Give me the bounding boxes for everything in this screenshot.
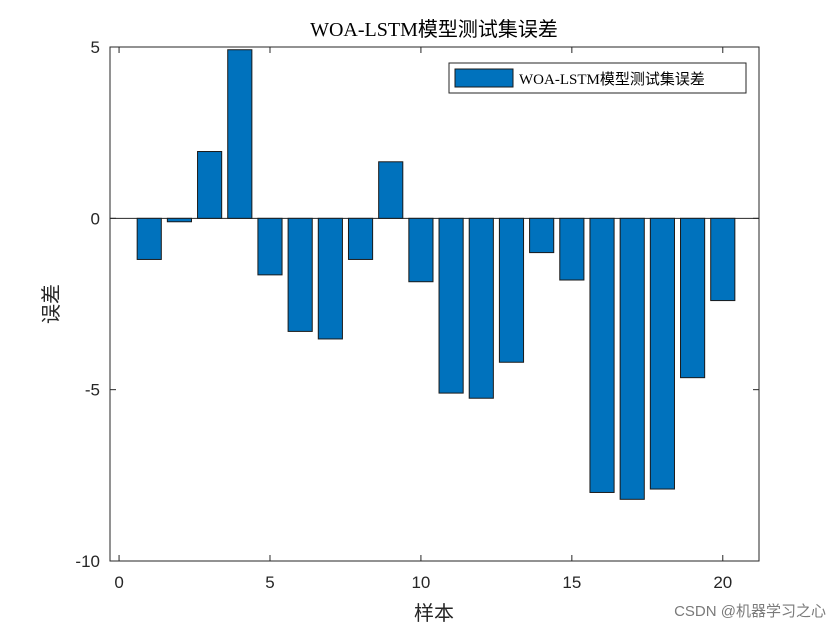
bar	[529, 217, 555, 254]
bar	[257, 217, 283, 276]
x-axis-tick-labels: 0 5 10 15 20	[114, 573, 732, 592]
bar	[317, 217, 343, 340]
legend-label: WOA-LSTM模型测试集误差	[519, 71, 705, 88]
y-tick-label: -5	[85, 381, 100, 400]
bar	[378, 161, 404, 219]
legend-swatch	[454, 68, 514, 88]
bar	[408, 217, 434, 283]
bar	[136, 217, 162, 260]
bar	[589, 217, 615, 493]
bar	[227, 49, 253, 219]
x-axis-ticks	[118, 47, 724, 561]
bar-series	[136, 49, 736, 500]
x-tick-label: 15	[562, 573, 581, 592]
y-axis-title: 误差	[40, 284, 63, 324]
bar	[559, 217, 585, 281]
x-tick-label: 20	[713, 573, 732, 592]
bar	[287, 217, 313, 332]
chart-title: WOA-LSTM模型测试集误差	[310, 18, 558, 41]
y-tick-label: 0	[91, 209, 100, 228]
y-axis-ticks	[110, 46, 759, 562]
watermark: CSDN @机器学习之心	[674, 603, 826, 620]
bar	[347, 217, 374, 260]
bar	[649, 217, 675, 490]
bar	[438, 217, 464, 394]
bar	[498, 217, 525, 363]
y-tick-label: 5	[91, 38, 100, 57]
bar	[197, 151, 223, 219]
bar	[468, 217, 494, 399]
x-axis-title: 样本	[414, 602, 454, 625]
bar	[619, 217, 645, 500]
bar	[166, 217, 193, 223]
x-tick-label: 0	[114, 573, 123, 592]
x-tick-label: 10	[411, 573, 430, 592]
y-axis-tick-labels: 5 0 -5 -10	[75, 38, 100, 571]
y-tick-label: -10	[75, 552, 100, 571]
plot-area-frame	[109, 46, 760, 562]
x-tick-label: 5	[265, 573, 274, 592]
legend: WOA-LSTM模型测试集误差	[448, 62, 747, 94]
bar	[710, 217, 736, 302]
bar	[680, 217, 706, 379]
